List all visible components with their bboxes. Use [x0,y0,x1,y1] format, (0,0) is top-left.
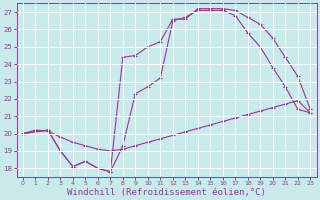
X-axis label: Windchill (Refroidissement éolien,°C): Windchill (Refroidissement éolien,°C) [67,188,266,197]
